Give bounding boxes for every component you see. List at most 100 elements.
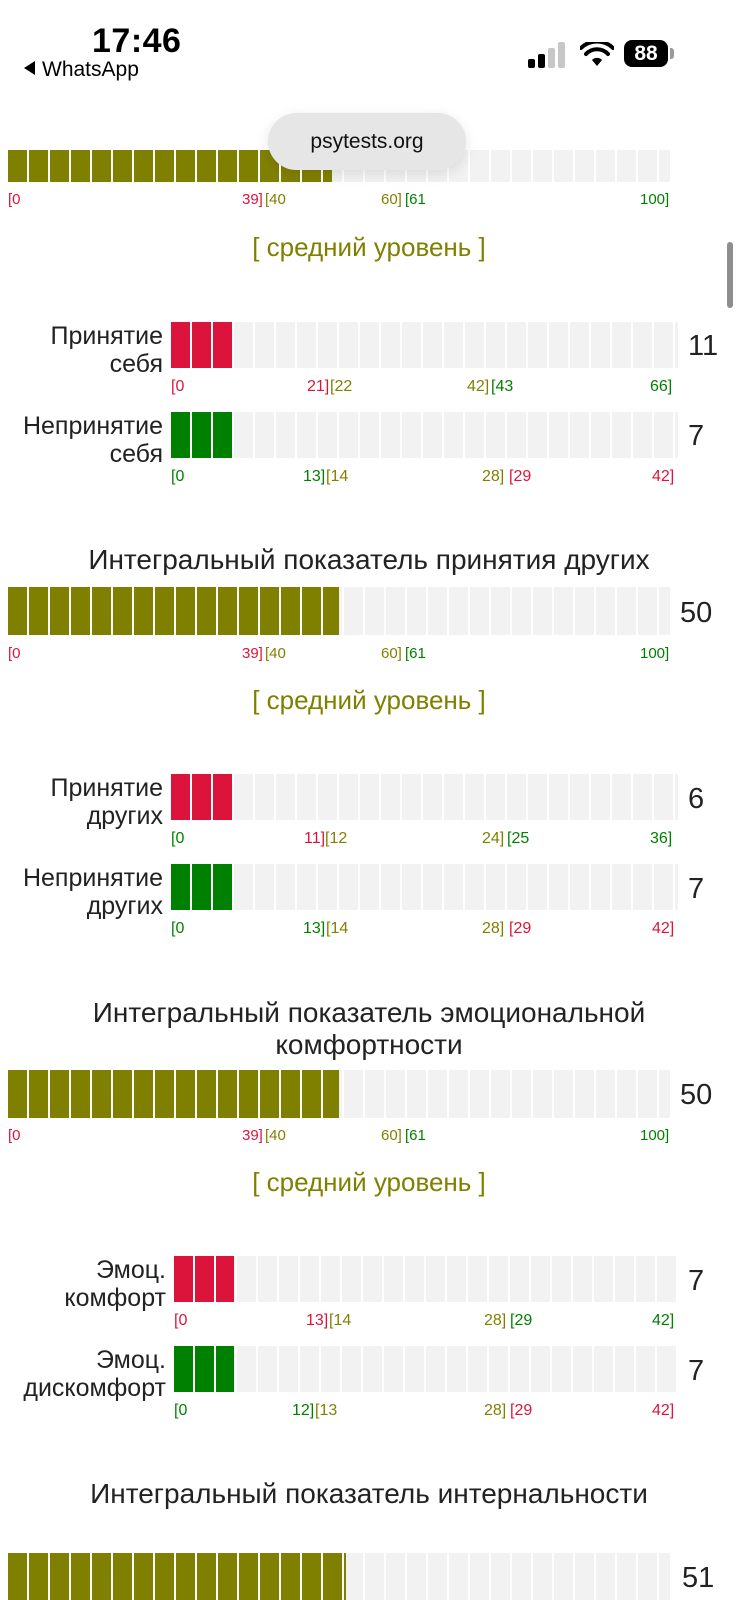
section-heading: Интегральный показатель принятия других xyxy=(88,544,650,575)
sub-label: Эмоц. дискомфорт xyxy=(23,1346,166,1402)
address-bar[interactable]: psytests.org xyxy=(268,113,466,170)
scale-label: [0 xyxy=(8,1127,21,1144)
sub-label: Принятие себя xyxy=(50,322,164,378)
level-label: [ средний уровень ] xyxy=(252,1167,486,1197)
scale-label: 42] xyxy=(652,1312,675,1329)
scale-labels: [0 13] [14 28] [29 42] xyxy=(174,1312,678,1332)
sub-score-bar xyxy=(174,1256,678,1302)
scale-label: [29 xyxy=(509,468,532,485)
cellular-signal-icon xyxy=(528,42,568,68)
scale-label: [22 xyxy=(330,378,353,395)
scale-label: [61 xyxy=(405,191,426,208)
scale-label: 60] xyxy=(381,1127,402,1144)
scale-label: [40 xyxy=(265,1127,286,1144)
scale-label: 42] xyxy=(652,1402,675,1419)
back-arrow-icon xyxy=(24,61,35,76)
scale-label: [14 xyxy=(329,1312,352,1329)
back-app-label: WhatsApp xyxy=(42,58,139,81)
scale-label: [40 xyxy=(265,645,286,662)
sub-score-bar xyxy=(171,412,678,458)
level-label: [ средний уровень ] xyxy=(252,232,486,262)
scale-label: [14 xyxy=(326,468,349,485)
sub-score-value: 7 xyxy=(688,1265,705,1297)
scale-label: [0 xyxy=(171,468,185,485)
scale-label: 100] xyxy=(640,191,670,208)
score-value: 50 xyxy=(680,597,713,629)
scale-label: [0 xyxy=(8,191,21,208)
sub-label: Непринятие себя xyxy=(22,412,163,468)
sub-label: Эмоц. комфорт xyxy=(64,1256,166,1312)
scale-labels: [0 11] [12 24] [25 36] xyxy=(171,830,678,850)
section-heading: Интегральный показатель эмоциональной ко… xyxy=(92,997,646,1060)
score-value: 51 xyxy=(682,1562,715,1594)
scale-label: 36] xyxy=(650,830,673,847)
sub-score-bar xyxy=(171,774,678,820)
scale-label: [14 xyxy=(326,920,349,937)
scale-labels: [0 39] [40 60] [61 100] xyxy=(8,191,670,211)
scale-label: 11] xyxy=(304,830,326,847)
scale-label: [25 xyxy=(507,830,530,847)
sub-score-bar xyxy=(174,1346,678,1392)
sub-score-bar xyxy=(171,864,678,910)
scale-label: [0 xyxy=(174,1402,188,1419)
scale-label: 60] xyxy=(381,191,402,208)
scale-label: [0 xyxy=(171,378,185,395)
sub-score-value: 11 xyxy=(688,330,719,362)
scale-label: 13] xyxy=(303,920,326,937)
scrollbar[interactable] xyxy=(727,242,733,308)
scale-label: 39] xyxy=(242,645,263,662)
scale-labels: [0 39] [40 60] [61 100] xyxy=(8,645,670,665)
scale-label: [0 xyxy=(8,645,21,662)
level-label: [ средний уровень ] xyxy=(252,685,486,715)
scale-label: [61 xyxy=(405,645,426,662)
scale-label: [12 xyxy=(325,830,348,847)
scale-label: 100] xyxy=(640,645,670,662)
scale-label: [0 xyxy=(174,1312,188,1329)
scale-label: 21] xyxy=(307,378,330,395)
scale-label: [43 xyxy=(491,378,514,395)
scale-label: 28] xyxy=(482,920,505,937)
scale-label: 42] xyxy=(652,468,675,485)
wifi-icon xyxy=(580,42,614,66)
scale-label: 60] xyxy=(381,645,402,662)
sub-score-value: 6 xyxy=(688,783,705,815)
sub-score-value: 7 xyxy=(688,1355,705,1387)
section-heading: Интегральный показатель интернальности xyxy=(90,1478,648,1509)
scale-label: [29 xyxy=(509,920,532,937)
scale-label: 13] xyxy=(303,468,326,485)
scale-label: 42] xyxy=(467,378,490,395)
sub-label: Принятие других xyxy=(50,774,164,830)
scale-label: 28] xyxy=(484,1312,507,1329)
scale-label: 42] xyxy=(652,920,675,937)
score-bar xyxy=(8,587,670,635)
scale-labels: [0 13] [14 28] [29 42] xyxy=(171,468,678,488)
scale-label: 39] xyxy=(242,191,263,208)
status-time: 17:46 xyxy=(92,22,182,60)
sub-score-value: 7 xyxy=(688,420,705,452)
scale-labels: [0 12] [13 28] [29 42] xyxy=(174,1402,678,1422)
scale-label: [29 xyxy=(510,1402,533,1419)
scale-label: [61 xyxy=(405,1127,426,1144)
battery-indicator: 88 xyxy=(624,40,668,67)
score-value: 50 xyxy=(680,1079,713,1111)
scale-labels: [0 13] [14 28] [29 42] xyxy=(171,920,678,940)
scale-labels: [0 21] [22 42] [43 66] xyxy=(171,378,678,398)
sub-score-bar xyxy=(171,322,678,368)
sub-score-value: 7 xyxy=(688,873,705,905)
scale-label: 100] xyxy=(640,1127,670,1144)
scale-label: [40 xyxy=(265,191,286,208)
battery-tip xyxy=(670,48,674,59)
scale-label: 24] xyxy=(482,830,505,847)
scale-label: 28] xyxy=(484,1402,507,1419)
scale-label: 13] xyxy=(306,1312,329,1329)
sub-label: Непринятие других xyxy=(22,864,163,920)
scale-label: [13 xyxy=(315,1402,338,1419)
scale-label: 39] xyxy=(242,1127,263,1144)
back-to-app-link[interactable]: WhatsApp xyxy=(24,58,139,82)
scale-label: 12] xyxy=(292,1402,315,1419)
score-bar xyxy=(8,1070,670,1118)
scale-label: [29 xyxy=(510,1312,533,1329)
scale-labels: [0 39] [40 60] [61 100] xyxy=(8,1127,670,1147)
score-bar xyxy=(8,1553,670,1600)
scale-label: [0 xyxy=(171,920,185,937)
